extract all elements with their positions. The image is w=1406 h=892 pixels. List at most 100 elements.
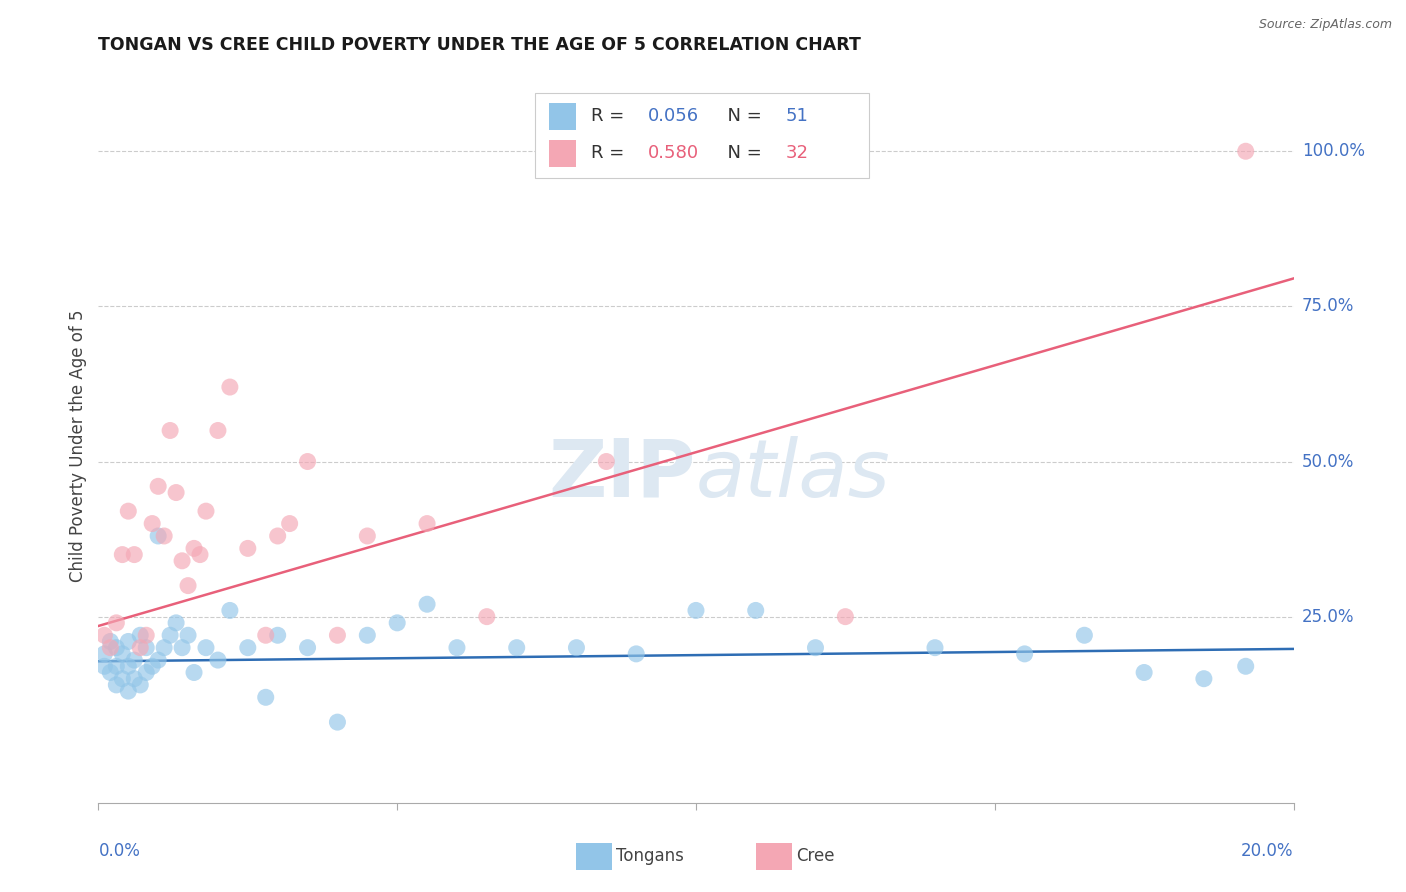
Text: Source: ZipAtlas.com: Source: ZipAtlas.com [1258,18,1392,31]
Point [117,684,139,698]
Text: N =: N = [716,107,768,125]
Point [278,516,301,531]
Point [135,640,157,655]
Text: Tongans: Tongans [616,847,683,865]
Text: 0.056: 0.056 [648,107,699,125]
Text: TONGAN VS CREE CHILD POVERTY UNDER THE AGE OF 5 CORRELATION CHART: TONGAN VS CREE CHILD POVERTY UNDER THE A… [98,36,862,54]
Point [595,454,617,468]
Point [685,603,707,617]
Point [297,640,319,655]
Point [416,516,439,531]
Point [207,424,229,438]
Point [1234,145,1257,159]
Point [111,672,134,686]
Point [177,628,200,642]
Point [172,554,194,568]
Point [1073,628,1095,642]
Point [124,548,146,562]
FancyBboxPatch shape [548,140,576,167]
Point [159,628,181,642]
Point [194,504,218,518]
Point [219,380,242,394]
Point [148,529,170,543]
Point [172,640,194,655]
Point [834,609,856,624]
FancyBboxPatch shape [534,93,869,178]
Text: N =: N = [716,145,768,162]
Point [129,678,152,692]
Point [129,628,152,642]
Text: 25.0%: 25.0% [1302,607,1354,625]
Point [194,640,218,655]
Point [129,640,152,655]
Point [111,548,134,562]
Point [165,615,187,630]
Point [475,609,498,624]
Point [111,647,134,661]
Text: R =: R = [591,107,630,125]
Point [93,659,115,673]
Point [135,628,157,642]
Text: Cree: Cree [796,847,834,865]
Point [105,640,128,655]
Y-axis label: Child Poverty Under the Age of 5: Child Poverty Under the Age of 5 [69,310,87,582]
Point [188,548,211,562]
Text: ZIP: ZIP [548,435,696,514]
Point [385,615,409,630]
Point [416,597,439,611]
Point [183,665,205,680]
Point [565,640,588,655]
Point [177,579,200,593]
Text: 32: 32 [786,145,808,162]
Point [254,628,277,642]
Text: 100.0%: 100.0% [1302,142,1365,161]
Point [117,634,139,648]
Point [117,659,139,673]
Point [124,653,146,667]
Point [98,665,122,680]
Point [624,647,647,661]
Point [141,659,163,673]
Point [1133,665,1156,680]
Point [105,678,128,692]
Text: 0.580: 0.580 [648,145,699,162]
Point [804,640,827,655]
Point [506,640,529,655]
Point [326,715,349,730]
Point [254,690,277,705]
Point [141,516,163,531]
Point [148,479,170,493]
Text: atlas: atlas [696,435,891,514]
Point [135,665,157,680]
Point [297,454,319,468]
Text: R =: R = [591,145,630,162]
Text: 50.0%: 50.0% [1302,452,1354,470]
Point [159,424,181,438]
Point [356,628,378,642]
Point [236,640,259,655]
Point [924,640,946,655]
Point [93,628,115,642]
Text: 75.0%: 75.0% [1302,297,1354,316]
Point [267,529,290,543]
Point [93,647,115,661]
Point [446,640,468,655]
Point [267,628,290,642]
Text: 0.0%: 0.0% [98,842,141,860]
Point [1234,659,1257,673]
Point [219,603,242,617]
FancyBboxPatch shape [548,103,576,130]
Point [1192,672,1215,686]
Point [148,653,170,667]
Point [124,672,146,686]
Point [153,640,176,655]
Point [356,529,378,543]
Point [236,541,259,556]
Text: 51: 51 [786,107,808,125]
Point [98,634,122,648]
Point [105,659,128,673]
Text: 20.0%: 20.0% [1241,842,1294,860]
Point [183,541,205,556]
Point [153,529,176,543]
Point [1014,647,1036,661]
